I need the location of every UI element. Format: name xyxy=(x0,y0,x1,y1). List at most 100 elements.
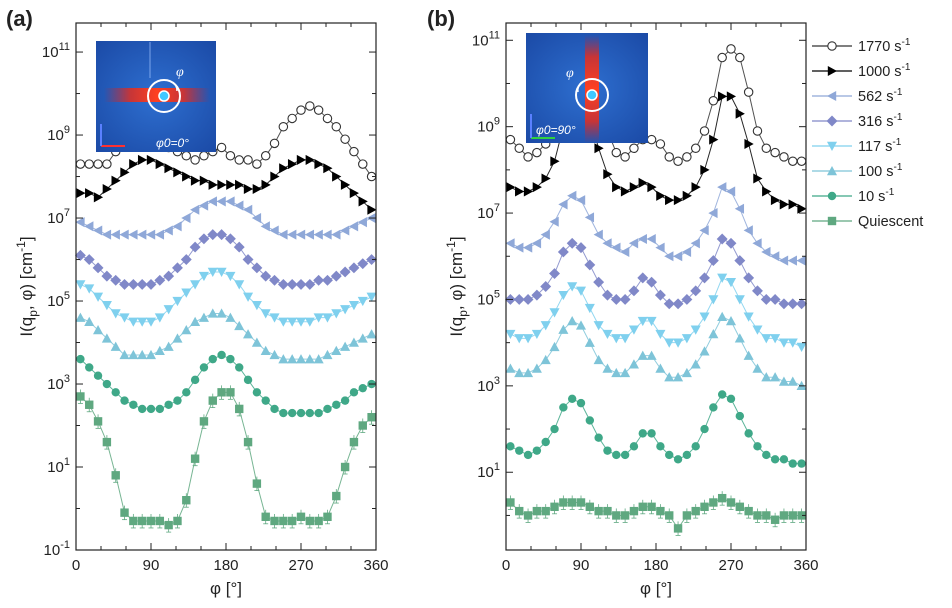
data-point xyxy=(691,506,700,516)
y-tick-label: 109 xyxy=(47,124,70,144)
data-point xyxy=(567,394,577,404)
data-point xyxy=(638,502,647,512)
legend-label: 1000 s-1 xyxy=(858,62,911,80)
data-point xyxy=(357,296,368,307)
data-point xyxy=(84,221,94,232)
data-point xyxy=(681,293,693,305)
data-point xyxy=(313,313,324,323)
data-point xyxy=(559,498,568,507)
data-point xyxy=(287,229,297,240)
data-point xyxy=(172,221,182,232)
data-point xyxy=(189,241,201,253)
data-point xyxy=(146,516,156,526)
data-point xyxy=(770,515,780,524)
data-point xyxy=(656,190,666,201)
data-point xyxy=(313,274,325,286)
data-point xyxy=(743,272,755,284)
series-b-7 xyxy=(506,491,806,536)
data-point xyxy=(796,298,808,310)
data-point xyxy=(514,143,524,154)
data-point xyxy=(93,325,104,335)
data-point xyxy=(314,516,323,526)
x-tick-label: 180 xyxy=(643,557,668,574)
data-point xyxy=(717,311,728,321)
data-point xyxy=(75,159,86,169)
data-point xyxy=(523,242,533,253)
data-point xyxy=(322,229,332,240)
data-point xyxy=(313,105,324,115)
data-point xyxy=(145,278,157,290)
data-point xyxy=(349,146,359,157)
series-line xyxy=(510,238,802,305)
y-tick-label: 109 xyxy=(477,116,500,136)
data-point xyxy=(778,298,790,310)
data-point xyxy=(726,44,736,54)
data-point xyxy=(761,246,771,257)
data-point xyxy=(593,354,604,365)
data-point xyxy=(628,325,639,335)
data-point xyxy=(190,175,201,186)
panel-b: 0 90 180 270 360 101 103 105 107 109 1011 φ [°] I(qp… xyxy=(444,22,819,598)
series-a-4 xyxy=(75,267,377,327)
data-point xyxy=(734,255,746,267)
data-point xyxy=(505,329,516,340)
data-point xyxy=(234,200,244,211)
data-point xyxy=(119,278,130,290)
data-point xyxy=(102,183,112,195)
data-point xyxy=(549,268,560,280)
data-point xyxy=(172,296,183,307)
data-point xyxy=(110,341,121,351)
data-point xyxy=(646,350,657,360)
data-point xyxy=(664,152,674,162)
data-point xyxy=(304,317,315,327)
data-point xyxy=(243,204,253,215)
data-point xyxy=(128,349,139,360)
data-point xyxy=(523,367,534,378)
data-point xyxy=(93,417,103,426)
data-point xyxy=(243,329,254,339)
data-point xyxy=(778,338,789,348)
data-point xyxy=(681,367,692,378)
data-point xyxy=(296,154,307,165)
data-point xyxy=(602,363,613,373)
data-point xyxy=(101,229,112,240)
series-b-4 xyxy=(505,273,807,353)
data-point xyxy=(332,400,341,409)
data-point xyxy=(296,408,306,418)
data-point xyxy=(770,147,780,158)
data-point xyxy=(357,258,369,270)
data-point xyxy=(717,493,727,503)
data-point xyxy=(575,242,587,254)
data-point xyxy=(110,274,122,286)
data-point xyxy=(85,363,94,372)
data-point xyxy=(154,229,165,240)
data-point xyxy=(101,270,113,282)
data-point xyxy=(198,200,209,211)
data-point xyxy=(260,270,272,282)
legend-marker xyxy=(826,90,837,102)
data-point xyxy=(735,108,745,119)
data-point xyxy=(173,396,182,405)
data-point xyxy=(172,333,183,343)
data-point xyxy=(305,154,315,165)
data-point xyxy=(611,367,622,378)
data-point xyxy=(278,229,288,240)
data-point xyxy=(699,312,710,322)
data-point xyxy=(743,225,753,236)
data-point xyxy=(252,183,262,195)
data-point xyxy=(744,138,754,149)
data-point xyxy=(270,171,280,182)
legend-label: 316 s-1 xyxy=(858,112,903,130)
data-point xyxy=(234,155,244,165)
data-point xyxy=(593,276,605,288)
data-point xyxy=(234,320,245,331)
series-line xyxy=(510,95,802,210)
data-point xyxy=(690,325,701,335)
data-point xyxy=(637,316,648,327)
data-point xyxy=(663,298,675,310)
data-point xyxy=(752,285,763,297)
data-point xyxy=(217,350,226,360)
data-point xyxy=(522,293,534,305)
data-point xyxy=(611,334,622,344)
data-point xyxy=(163,305,174,315)
